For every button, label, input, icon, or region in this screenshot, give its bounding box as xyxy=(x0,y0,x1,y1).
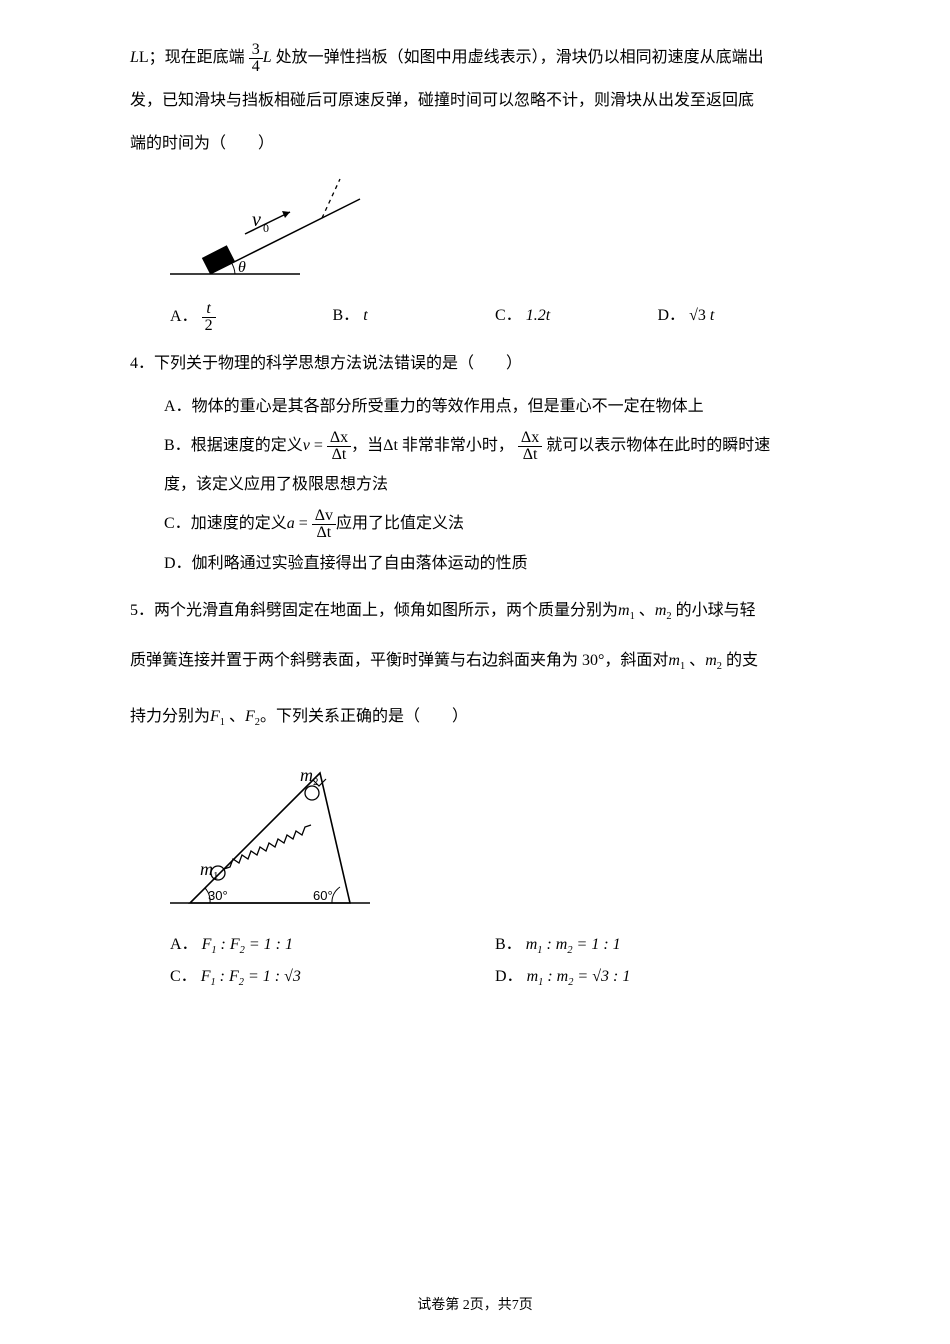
q4: 4．下列关于物理的科学思想方法说法错误的是（ ） A．物体的重心是其各部分所受重… xyxy=(130,346,820,581)
q5-opt-b: B． m1 : m2 = 1 : 1 xyxy=(495,930,820,956)
q4-opt-b: B．根据速度的定义v = Δx Δt ，当Δt 非常非常小时， Δx Δt 就可… xyxy=(164,428,820,463)
q5-opt-c: C． F1 : F2 = 1 : √3 xyxy=(170,962,495,988)
svg-text:m: m xyxy=(300,765,313,785)
q4-opt-a: A．物体的重心是其各部分所受重力的等效作用点，但是重心不一定在物体上 xyxy=(164,389,820,424)
q-top-line1-post: 处放一弹性挡板（如图中用虚线表示），滑块仍以相同初速度从底端出 xyxy=(272,49,764,66)
q-top-opt-b: B． t xyxy=(333,301,496,334)
q-top-L2: L xyxy=(263,49,272,66)
q5-line1: 5．两个光滑直角斜劈固定在地面上，倾角如图所示，两个质量分别为m1 、m2 的小… xyxy=(130,593,820,629)
q-top-opt-d: D． √3 t xyxy=(658,301,821,334)
svg-text:θ: θ xyxy=(238,259,246,276)
q-top-L1: L xyxy=(130,49,139,66)
q-top-line2: 发，已知滑块与挡板相碰后可原速反弹，碰撞时间可以忽略不计，则滑块从出发至返回底 xyxy=(130,83,820,118)
q5-line3: 持力分别为F1 、F2。下列关系正确的是（ ） xyxy=(130,693,820,741)
q5: 5．两个光滑直角斜劈固定在地面上，倾角如图所示，两个质量分别为m1 、m2 的小… xyxy=(130,593,820,988)
q5-opt-a: A． F1 : F2 = 1 : 1 xyxy=(170,930,495,956)
q-top-options: A． t 2 B． t C． 1.2t D． √3 t xyxy=(170,301,820,334)
q4-stem: 4．下列关于物理的科学思想方法说法错误的是（ ） xyxy=(130,346,820,381)
svg-text:m: m xyxy=(200,859,213,879)
q4-opt-d: D．伽利略通过实验直接得出了自由落体运动的性质 xyxy=(164,546,820,581)
q5-opts-row2: C． F1 : F2 = 1 : √3 D． m1 : m2 = √3 : 1 xyxy=(170,962,820,988)
q-top-opt-c: C． 1.2t xyxy=(495,301,658,334)
figure-incline: v 0 θ xyxy=(170,174,820,289)
q5-opts-row1: A． F1 : F2 = 1 : 1 B． m1 : m2 = 1 : 1 xyxy=(170,930,820,956)
q4-opt-b-cont: 度，该定义应用了极限思想方法 xyxy=(164,467,820,502)
svg-text:30°: 30° xyxy=(208,888,228,903)
svg-text:1: 1 xyxy=(213,870,219,882)
page-footer: 试卷第 2页，共7页 xyxy=(0,1294,950,1314)
svg-text:2: 2 xyxy=(313,776,319,788)
q5-line2: 质弹簧连接并置于两个斜劈表面，平衡时弹簧与右边斜面夹角为 30°，斜面对m1 、… xyxy=(130,637,820,685)
q-top-line1: LL；现在距底端 3 4 L 处放一弹性挡板（如图中用虚线表示），滑块仍以相同初… xyxy=(130,40,820,75)
q5-opt-d: D． m1 : m2 = √3 : 1 xyxy=(495,962,820,988)
svg-text:0: 0 xyxy=(263,221,269,235)
q-top-frac: 3 4 xyxy=(249,42,263,75)
svg-text:60°: 60° xyxy=(313,888,333,903)
q-top-line1-pre: L；现在距底端 xyxy=(139,49,245,66)
q4-opt-c: C．加速度的定义a = Δv Δt 应用了比值定义法 xyxy=(164,506,820,541)
q-top-opt-a: A． t 2 xyxy=(170,301,333,334)
figure-wedge: m 1 m 2 30° 60° xyxy=(170,753,820,918)
svg-text:v: v xyxy=(252,209,261,231)
q-top-line3: 端的时间为（ ） xyxy=(130,126,820,161)
